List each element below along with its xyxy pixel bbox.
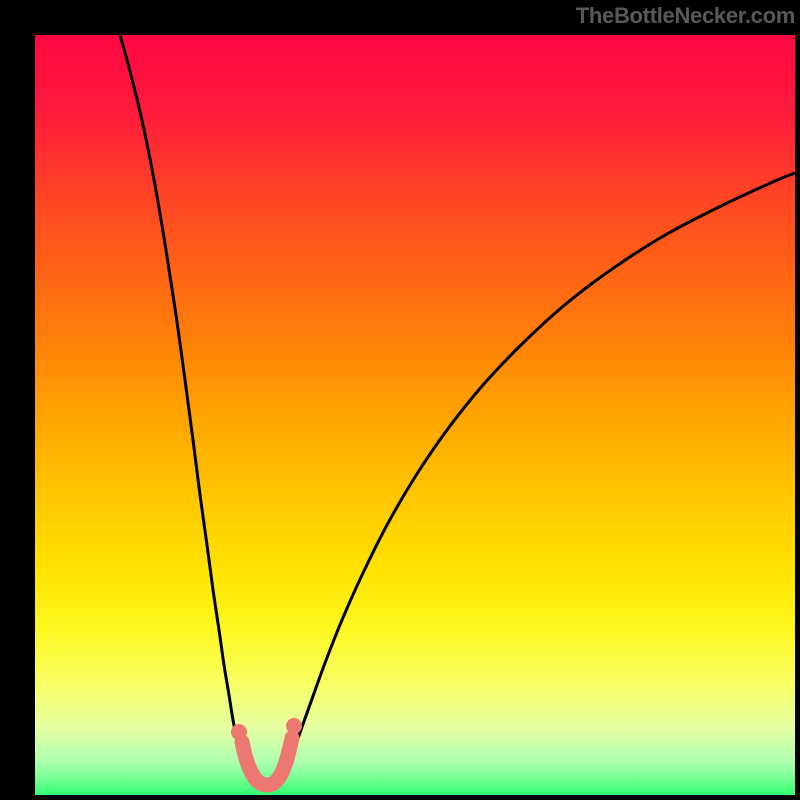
chart-canvas: TheBottleNecker.com (0, 0, 800, 800)
trough-marker (242, 738, 292, 785)
plot-area (35, 35, 795, 795)
curve-layer (35, 35, 795, 795)
left-curve (120, 35, 249, 777)
right-curve (283, 173, 795, 777)
watermark-text: TheBottleNecker.com (576, 3, 795, 29)
trough-dot (231, 724, 247, 740)
trough-dot (286, 718, 302, 734)
